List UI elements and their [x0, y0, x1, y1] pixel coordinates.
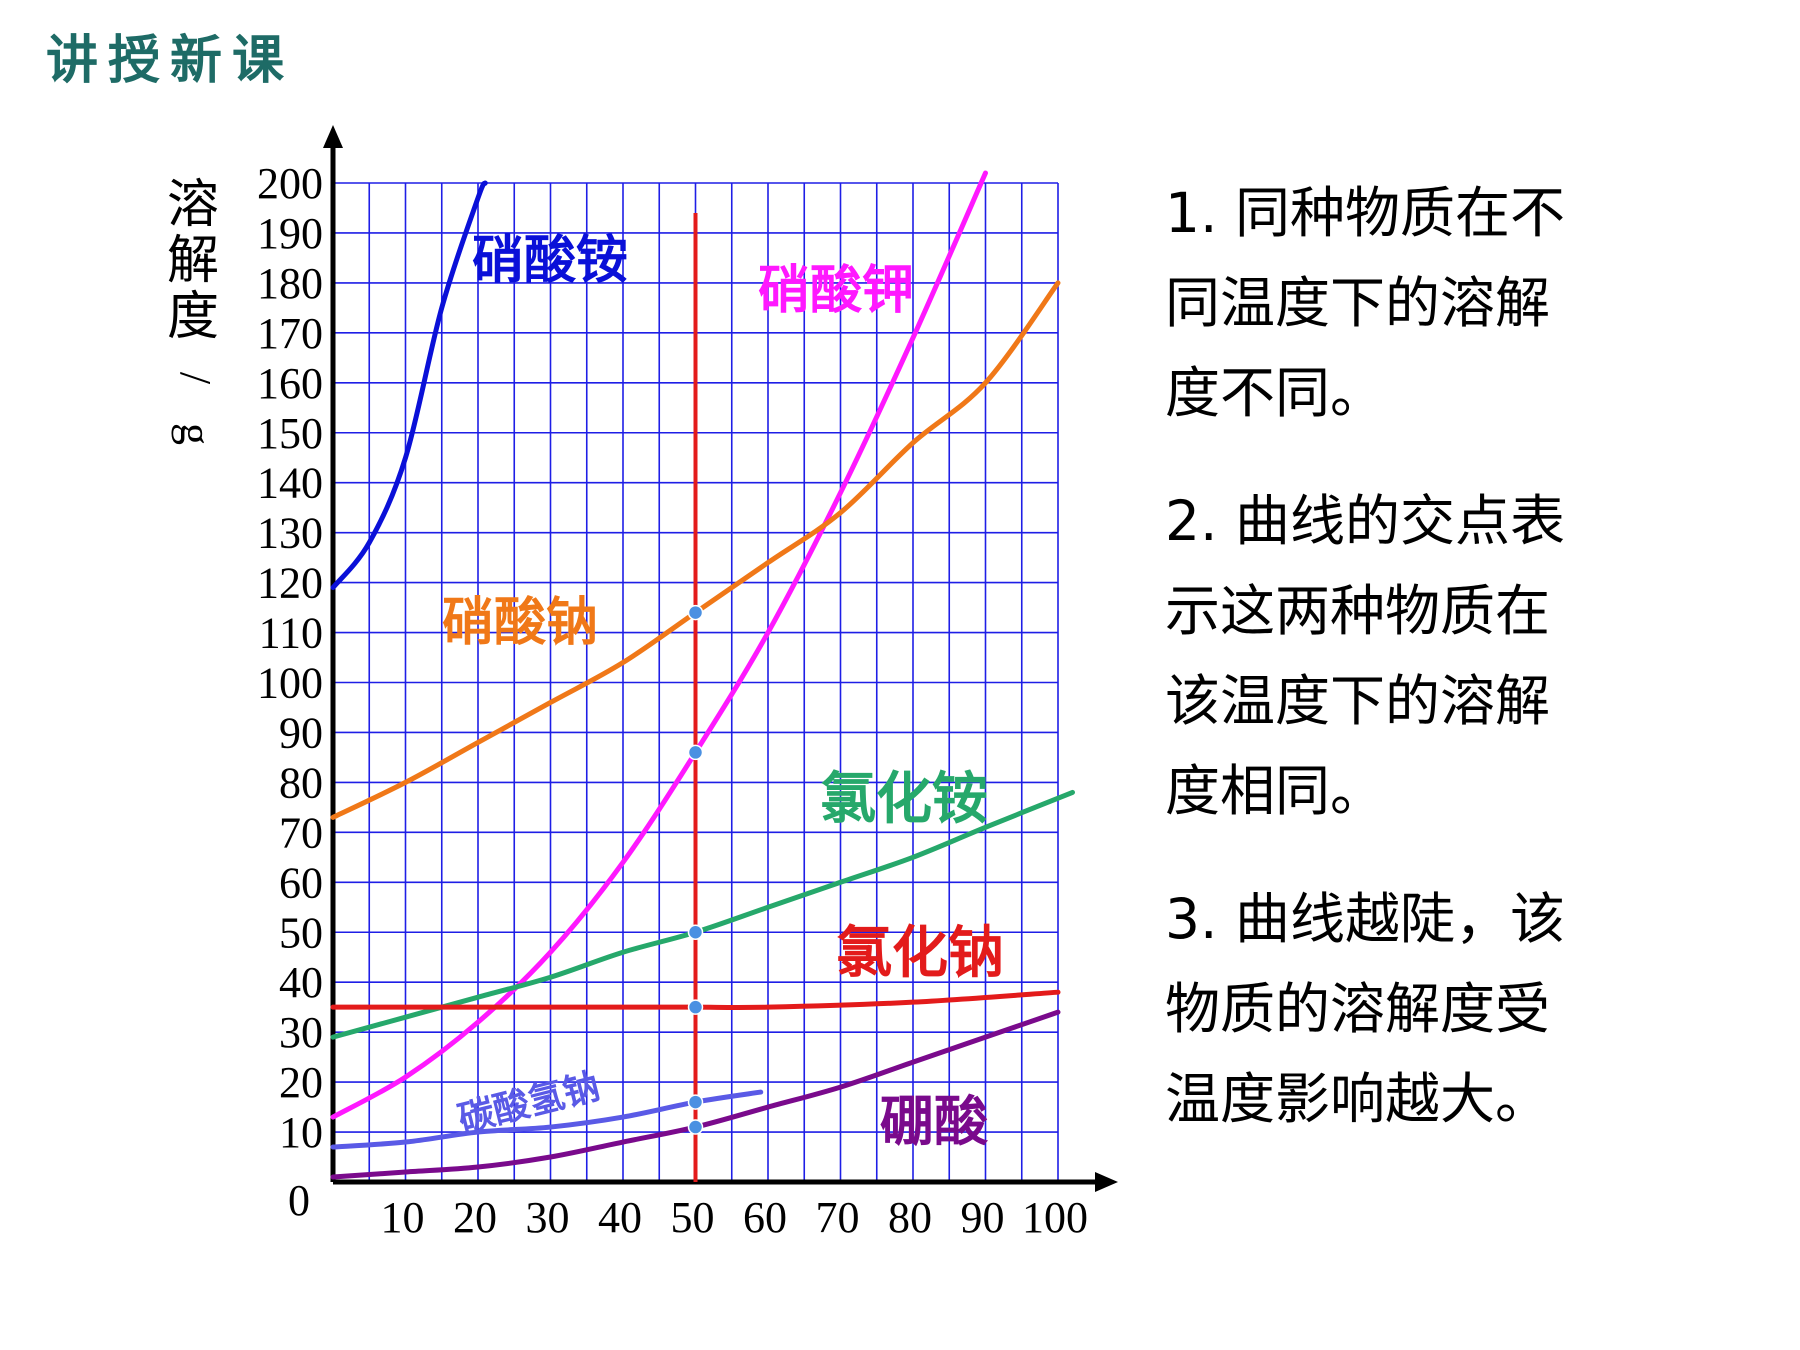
- y-tick-80: 80: [279, 758, 323, 807]
- x-tick-90: 90: [961, 1193, 1005, 1242]
- y-tick-50: 50: [279, 908, 323, 957]
- series-label-0: 硝酸铵: [472, 231, 628, 291]
- y-tick-160: 160: [257, 359, 323, 408]
- series-label-3: 氯化铵: [820, 767, 988, 832]
- series-line-0: [330, 180, 488, 591]
- y-axis-title-char-0: 溶: [167, 175, 219, 235]
- y-axis-title-char-1: 解: [167, 231, 219, 291]
- y-tick-200: 200: [257, 159, 323, 208]
- series-label-6: 硼酸: [880, 1090, 989, 1153]
- slide-header: 讲授新课: [46, 30, 295, 91]
- origin-tick: 0: [288, 1176, 310, 1225]
- y-tick-60: 60: [279, 858, 323, 907]
- y-tick-20: 20: [279, 1058, 323, 1107]
- intersection-point-1: [687, 744, 704, 761]
- y-tick-30: 30: [279, 1008, 323, 1057]
- series-line-2: [330, 280, 1061, 820]
- x-tick-10: 10: [381, 1193, 425, 1242]
- x-tick-60: 60: [743, 1193, 787, 1242]
- y-tick-190: 190: [257, 209, 323, 258]
- x-tick-30: 30: [526, 1193, 570, 1242]
- y-tick-170: 170: [257, 309, 323, 358]
- y-tick-10: 10: [279, 1108, 323, 1157]
- solubility-chart: 1020304050607080901001101201301401501601…: [167, 125, 1118, 1242]
- y-axis-title-char-3: /: [171, 372, 220, 385]
- y-tick-90: 90: [279, 708, 323, 757]
- intersection-point-3: [687, 999, 704, 1015]
- intersection-point-2: [687, 924, 704, 940]
- series-label-4: 氯化钠: [836, 921, 1004, 986]
- y-tick-110: 110: [259, 609, 323, 658]
- intersection-point-4: [687, 1094, 704, 1110]
- marker-layer: [687, 213, 704, 1182]
- y-tick-130: 130: [257, 509, 323, 558]
- notes-panel: 1. 同种物质在不同温度下的溶解度不同。 2. 曲线的交点表示这两种物质在该温度…: [1165, 168, 1585, 1182]
- series-label-1: 硝酸钾: [758, 261, 914, 321]
- y-axis-title-char-4: g: [171, 423, 220, 445]
- x-tick-100: 100: [1022, 1193, 1088, 1242]
- y-tick-100: 100: [257, 659, 323, 708]
- y-tick-70: 70: [279, 808, 323, 857]
- x-tick-40: 40: [598, 1193, 642, 1242]
- x-tick-80: 80: [888, 1193, 932, 1242]
- intersection-point-5: [687, 1119, 704, 1135]
- y-tick-150: 150: [257, 409, 323, 458]
- x-tick-20: 20: [453, 1193, 497, 1242]
- series-label-2: 硝酸钠: [442, 593, 598, 653]
- ticks: 1020304050607080901001101201301401501601…: [167, 159, 1088, 1242]
- intersection-point-0: [687, 604, 704, 621]
- note-2: 2. 曲线的交点表示这两种物质在该温度下的溶解度相同。: [1165, 489, 1565, 823]
- series-layer: [330, 170, 1075, 1180]
- x-tick-70: 70: [816, 1193, 860, 1242]
- y-axis-arrow: [323, 125, 343, 148]
- x-axis-arrow: [1095, 1172, 1118, 1192]
- note-3: 3. 曲线越陡，该物质的溶解度受温度影响越大。: [1165, 887, 1565, 1131]
- y-tick-120: 120: [257, 559, 323, 608]
- x-tick-50: 50: [671, 1193, 715, 1242]
- y-tick-140: 140: [257, 459, 323, 508]
- note-1: 1. 同种物质在不同温度下的溶解度不同。: [1165, 181, 1565, 425]
- y-axis-title-char-2: 度: [167, 287, 219, 347]
- y-tick-40: 40: [279, 958, 323, 1007]
- y-tick-180: 180: [257, 259, 323, 308]
